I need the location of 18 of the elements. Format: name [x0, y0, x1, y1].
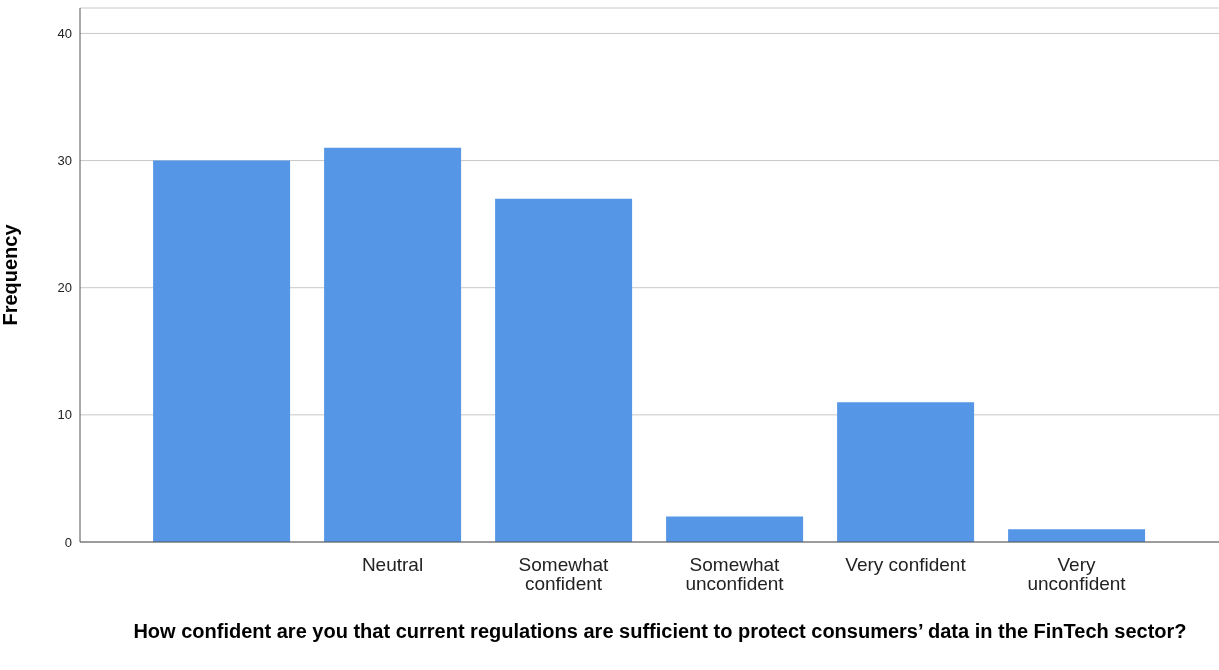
bar [153, 160, 291, 542]
bar [324, 147, 462, 542]
x-tick-label: Neutral [361, 554, 424, 576]
x-tick-label: Very confident [845, 554, 967, 576]
x-tick-label: Somewhat unconfident [685, 554, 785, 595]
y-tick-label: 30 [57, 153, 72, 169]
y-tick-label: 20 [57, 280, 72, 296]
bar [837, 402, 975, 542]
x-axis-title: How confident are you that current regulations are sufficient to protect consumers’ data in the FinTech sector? [132, 620, 1188, 642]
y-tick-label: 0 [64, 534, 72, 550]
y-axis-title: Frequency [0, 223, 22, 326]
bar [1008, 529, 1146, 542]
bar [666, 516, 804, 542]
bar [495, 198, 633, 542]
x-tick-label: Very unconfident [1027, 554, 1127, 595]
x-tick-label: Somewhat confident [518, 554, 610, 595]
y-tick-label: 40 [57, 26, 72, 42]
y-tick-label: 10 [57, 407, 72, 423]
